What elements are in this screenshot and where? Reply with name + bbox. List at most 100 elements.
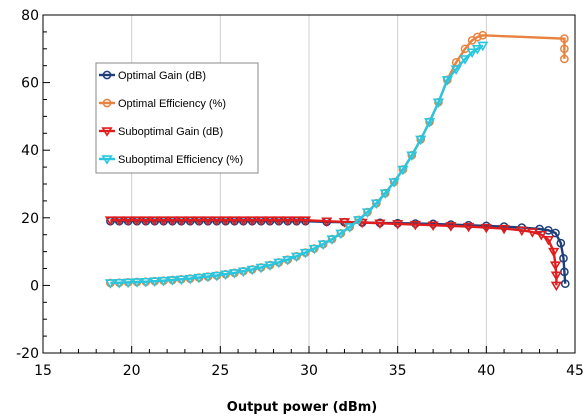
data-point (526, 228, 539, 238)
legend-swatch-marker (102, 70, 112, 80)
data-point (228, 269, 241, 279)
data-point (202, 216, 214, 226)
legend-label: Suboptimal Gain (dB) (118, 126, 223, 138)
legend-swatch-marker (102, 98, 112, 108)
data-point (471, 45, 484, 55)
legend-entry: Suboptimal Efficiency (%) (99, 154, 243, 166)
data-point (321, 217, 333, 227)
data-point (122, 216, 134, 226)
data-point (370, 199, 382, 210)
y-tick-label: 80 (21, 8, 39, 24)
legend-label: Suboptimal Efficiency (%) (118, 154, 243, 166)
series-layer (104, 30, 570, 292)
data-point (445, 222, 457, 232)
data-point (441, 76, 453, 86)
data-point (175, 275, 187, 286)
data-point (432, 98, 445, 108)
data-point (290, 252, 303, 263)
x-axis-title: Output power (dBm) (227, 400, 377, 415)
data-point (335, 229, 347, 240)
data-point (237, 267, 249, 277)
series-suboptimal-efficiency (104, 41, 489, 289)
data-point (264, 216, 276, 226)
data-point (131, 278, 143, 288)
data-point (220, 270, 232, 281)
data-point (556, 238, 566, 248)
data-point (104, 216, 116, 226)
data-point (113, 216, 125, 226)
data-point (550, 281, 562, 292)
data-point (290, 216, 303, 226)
y-tick-label: -20 (16, 346, 39, 362)
data-point (202, 272, 214, 283)
y-tick-label: 0 (30, 278, 39, 294)
data-point (255, 216, 267, 226)
data-point (211, 271, 223, 282)
legend-label: Optimal Gain (dB) (118, 70, 206, 82)
data-point (406, 151, 418, 162)
data-point (397, 165, 409, 176)
data-point (317, 240, 329, 250)
legend-entry: Optimal Gain (dB) (99, 70, 206, 82)
data-point (140, 277, 152, 288)
x-tick-label: 30 (300, 363, 318, 379)
x-tick-label: 20 (123, 363, 141, 379)
data-point (392, 220, 404, 230)
x-tick-label: 45 (566, 363, 584, 379)
data-point (308, 244, 320, 255)
data-point (184, 216, 196, 226)
data-point (473, 32, 482, 42)
data-point (157, 276, 170, 287)
data-point (122, 278, 134, 289)
data-point (535, 230, 547, 241)
x-tick-label: 40 (477, 363, 495, 379)
y-tick-label: 40 (21, 143, 39, 159)
data-point (338, 218, 351, 228)
data-point (299, 216, 312, 226)
data-point (149, 216, 161, 226)
data-point (220, 216, 232, 226)
data-point (466, 48, 478, 58)
data-point (166, 216, 179, 226)
legend-entry: Suboptimal Gain (dB) (99, 126, 223, 138)
y-tick-label: 20 (21, 211, 39, 227)
data-point (131, 216, 143, 226)
data-point (282, 255, 294, 266)
data-point (551, 228, 560, 238)
data-point (560, 54, 569, 64)
data-point (374, 219, 386, 229)
y-tick-label: 60 (21, 76, 39, 92)
data-point (361, 208, 374, 218)
data-point (353, 216, 365, 226)
axes-layer: 15 20 25 30 35 40 45 -20 0 20 40 60 80 (16, 8, 584, 379)
data-point (184, 274, 196, 285)
data-point (560, 34, 569, 44)
data-point (463, 222, 475, 233)
data-point (415, 135, 427, 146)
data-point (175, 216, 187, 226)
data-point (549, 261, 562, 271)
data-point (423, 118, 436, 128)
data-point (379, 189, 391, 199)
series-suboptimal-gain-db (104, 216, 562, 292)
data-point (480, 223, 492, 234)
legend-swatch-marker (101, 127, 113, 137)
data-point (326, 235, 338, 245)
data-point (228, 216, 241, 226)
data-point (559, 254, 568, 263)
legend-swatch-marker (101, 155, 113, 165)
data-point (498, 224, 510, 235)
data-point (104, 279, 116, 289)
data-point (211, 216, 223, 226)
data-point (356, 218, 368, 229)
data-point (193, 216, 205, 226)
data-point (246, 216, 258, 226)
x-tick-label: 35 (389, 363, 407, 379)
data-point (550, 271, 562, 282)
data-point (193, 273, 205, 284)
data-point (166, 276, 179, 286)
data-point (273, 258, 285, 269)
data-point (516, 226, 528, 237)
